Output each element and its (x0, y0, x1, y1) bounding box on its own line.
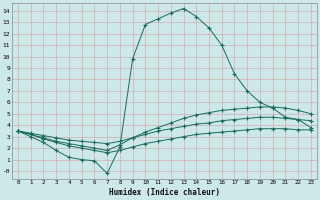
X-axis label: Humidex (Indice chaleur): Humidex (Indice chaleur) (109, 188, 220, 197)
